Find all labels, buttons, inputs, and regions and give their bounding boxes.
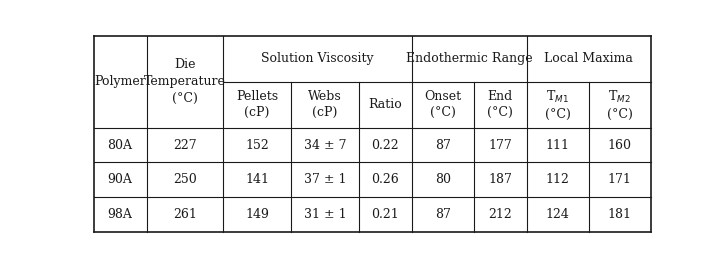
Text: 111: 111 [546, 139, 570, 152]
Text: 250: 250 [173, 173, 197, 186]
Text: T$_{M2}$
(°C): T$_{M2}$ (°C) [607, 89, 632, 121]
Text: Endothermic Range: Endothermic Range [406, 52, 533, 65]
Text: 261: 261 [173, 208, 197, 221]
Text: 0.26: 0.26 [372, 173, 399, 186]
Text: 149: 149 [245, 208, 269, 221]
Text: 0.21: 0.21 [372, 208, 399, 221]
Text: 0.22: 0.22 [372, 139, 399, 152]
Text: 90A: 90A [107, 173, 133, 186]
Text: 80: 80 [435, 173, 451, 186]
Text: Solution Viscosity: Solution Viscosity [261, 52, 374, 65]
Text: Webs
(cP): Webs (cP) [308, 90, 342, 119]
Text: 34 ± 7: 34 ± 7 [303, 139, 346, 152]
Text: 177: 177 [489, 139, 512, 152]
Text: 187: 187 [489, 173, 513, 186]
Text: 227: 227 [173, 139, 197, 152]
Text: 98A: 98A [107, 208, 133, 221]
Text: 181: 181 [608, 208, 632, 221]
Text: 212: 212 [489, 208, 512, 221]
Text: End
(°C): End (°C) [487, 90, 513, 119]
Text: 87: 87 [435, 208, 451, 221]
Text: T$_{M1}$
(°C): T$_{M1}$ (°C) [544, 89, 571, 121]
Text: 80A: 80A [107, 139, 133, 152]
Text: Local Maxima: Local Maxima [544, 52, 633, 65]
Text: Polymer: Polymer [94, 75, 146, 88]
Text: 160: 160 [608, 139, 632, 152]
Text: 124: 124 [546, 208, 570, 221]
Text: 141: 141 [245, 173, 269, 186]
Text: Die
Temperature
(°C): Die Temperature (°C) [144, 58, 226, 105]
Text: 112: 112 [546, 173, 570, 186]
Text: Pellets
(cP): Pellets (cP) [236, 90, 278, 119]
Text: 31 ± 1: 31 ± 1 [303, 208, 346, 221]
Text: 171: 171 [608, 173, 632, 186]
Text: 87: 87 [435, 139, 451, 152]
Text: Ratio: Ratio [369, 98, 402, 111]
Text: 152: 152 [245, 139, 269, 152]
Text: 37 ± 1: 37 ± 1 [303, 173, 346, 186]
Text: Onset
(°C): Onset (°C) [424, 90, 461, 119]
